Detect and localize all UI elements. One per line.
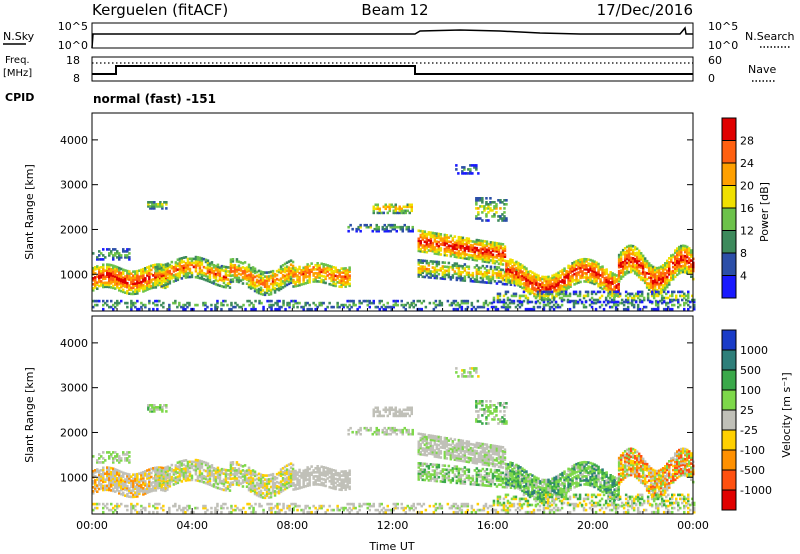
nsky-panel: N.Sky 10^5 10^0 10^5 10^0 N.Search: [3, 20, 795, 52]
power-cbar-tick: 28: [740, 135, 754, 148]
velocity-color-segment: [722, 390, 736, 411]
power-color-segment: [722, 140, 736, 164]
power-colorbar: 4 8 12 16 20 24 28 Power [dB]: [721, 117, 771, 299]
velocity-cbar-tick: -25: [740, 424, 758, 437]
power-ylabel: Slant Range [km]: [23, 164, 36, 260]
velocity-ytick-label: 4000: [60, 337, 88, 350]
velocity-ylabel: Slant Range [km]: [23, 367, 36, 463]
power-cbar-label: Power [dB]: [758, 182, 771, 242]
time-tick-label: 20:00: [577, 519, 609, 532]
power-color-segment: [722, 230, 736, 254]
velocity-color-segment: [722, 410, 736, 431]
velocity-cbar-tick: 100: [740, 384, 761, 397]
power-panel: 1000 2000 3000 4000 Slant Range [km]: [23, 112, 696, 312]
power-color-segment: [722, 118, 736, 141]
velocity-color-segment: [722, 370, 736, 391]
power-color-segment: [722, 185, 736, 209]
freq-right-tick-top: 60: [708, 54, 722, 67]
freq-label-2: [MHz]: [3, 68, 32, 79]
velocity-panel: 1000 2000 3000 4000 00:00 04:00 08:00 12:00 16:…: [23, 308, 709, 553]
beam-title: Beam 12: [361, 1, 428, 19]
velocity-ytick-label: 2000: [60, 426, 88, 439]
velocity-ytick-label: 1000: [60, 471, 88, 484]
velocity-color-segment: [722, 330, 736, 351]
time-tick-label: 00:00: [677, 519, 709, 532]
power-color-segment: [722, 275, 736, 299]
freq-trace: [92, 65, 693, 75]
time-tick-label: 16:00: [477, 519, 509, 532]
nsky-label: N.Sky: [3, 30, 35, 43]
freq-label-1: Freq.: [5, 55, 30, 66]
velocity-cbar-tick: 1000: [740, 344, 768, 357]
power-color-segment: [722, 253, 736, 276]
velocity-color-segment: [722, 450, 736, 471]
power-ytick-label: 2000: [60, 223, 88, 236]
power-color-segment: [722, 163, 736, 186]
freq-left-tick-bottom: 8: [73, 72, 80, 85]
power-cbar-tick: 8: [740, 247, 747, 260]
velocity-colorbar: 1000 500 100 25 -25 -100 -500 -1000 Velocity [m…: [721, 329, 793, 511]
power-cbar-tick: 16: [740, 202, 754, 215]
velocity-color-segment: [722, 490, 736, 511]
cpid-value: normal (fast) -151: [93, 92, 216, 106]
velocity-cbar-tick: 500: [740, 364, 761, 377]
freq-left-tick-top: 18: [66, 54, 80, 67]
cpid-label: CPID: [5, 91, 34, 104]
power-cbar-tick: 24: [740, 157, 754, 170]
velocity-cbar-tick: -1000: [740, 484, 772, 497]
velocity-cbar-tick: 25: [740, 404, 754, 417]
time-tick-label: 04:00: [176, 519, 208, 532]
velocity-color-segment: [722, 430, 736, 451]
time-tick-label: 00:00: [76, 519, 108, 532]
nsky-right-tick-top: 10^5: [708, 20, 738, 33]
nsearch-label: N.Search: [745, 30, 795, 43]
date-title: 17/Dec/2016: [597, 1, 693, 19]
velocity-color-segment: [722, 350, 736, 371]
velocity-ytick-label: 3000: [60, 382, 88, 395]
radar-title: Kerguelen (fitACF): [92, 1, 228, 19]
nsky-trace: [91, 26, 693, 49]
power-cbar-tick: 20: [740, 180, 754, 193]
power-cbar-tick: 4: [740, 270, 747, 283]
velocity-cbar-label: Velocity [m s⁻¹]: [780, 372, 793, 457]
nsky-left-tick-bottom: 10^0: [58, 39, 88, 52]
velocity-color-segment: [722, 470, 736, 491]
nave-label: Nave: [748, 63, 776, 76]
time-tick-label: 08:00: [276, 519, 308, 532]
time-xlabel: Time UT: [368, 540, 414, 553]
velocity-scatter-data: [92, 367, 696, 514]
power-scatter-data: [92, 164, 696, 311]
freq-right-tick-bottom: 0: [708, 72, 715, 85]
time-tick-label: 12:00: [377, 519, 409, 532]
nsky-right-tick-bottom: 10^0: [708, 39, 738, 52]
power-ytick-label: 4000: [60, 134, 88, 147]
power-ytick-label: 1000: [60, 268, 88, 281]
velocity-cbar-tick: -500: [740, 464, 765, 477]
nsky-left-tick-top: 10^5: [58, 20, 88, 33]
power-cbar-tick: 12: [740, 225, 754, 238]
velocity-cbar-tick: -100: [740, 444, 765, 457]
power-color-segment: [722, 208, 736, 231]
power-ytick-label: 3000: [60, 179, 88, 192]
freq-panel: Freq. [MHz] 18 8 60 0 Nave: [3, 54, 776, 85]
